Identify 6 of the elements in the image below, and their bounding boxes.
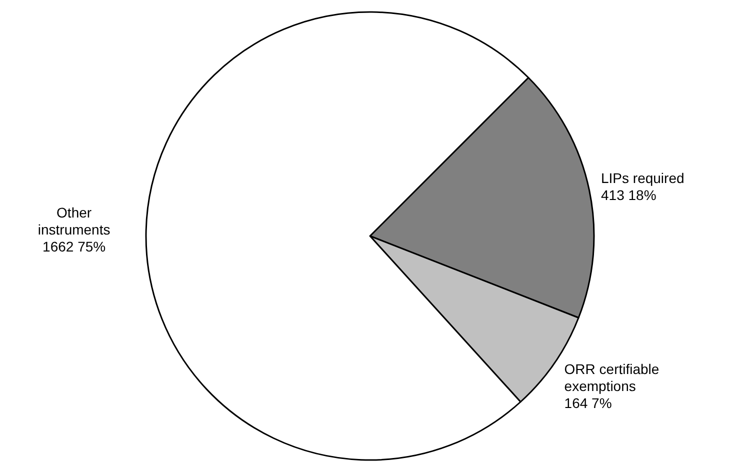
slice-label: LIPs required	[601, 170, 684, 186]
data-label: 413 18%	[601, 186, 656, 203]
slice-label: ORR certifiable exemptions	[564, 360, 660, 394]
data-label: 164 7%	[564, 394, 612, 411]
data-label: 1662 75%	[42, 238, 106, 254]
slice-label: Other instruments	[38, 204, 110, 237]
